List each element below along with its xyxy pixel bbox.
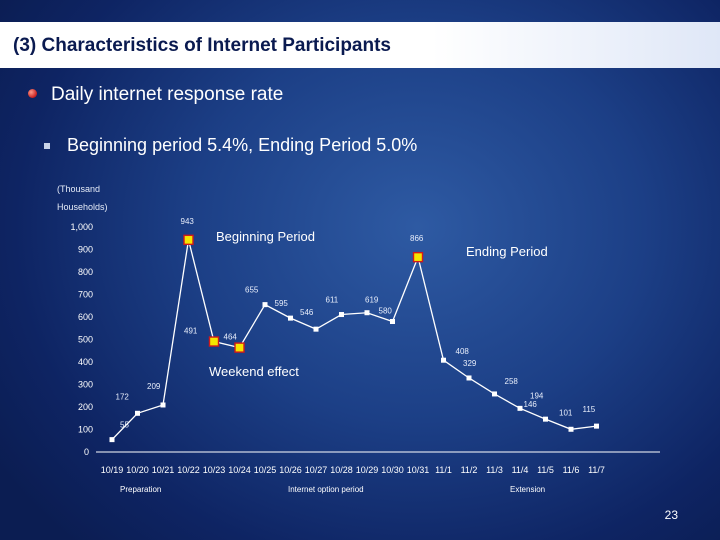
slide-title: (3) Characteristics of Internet Particip… [13,35,391,56]
x-tick-label: 11/5 [537,465,554,475]
data-label: 491 [184,327,198,336]
data-point [390,319,395,324]
data-label: 655 [245,286,259,295]
data-label: 619 [365,296,379,305]
data-label: 611 [326,296,339,305]
x-tick-label: 10/26 [279,465,302,475]
y-tick-label: 400 [78,357,93,367]
x-tick-label: 11/7 [588,465,605,475]
data-point [466,375,472,381]
data-point [594,423,599,429]
data-label: 464 [224,333,238,342]
data-label: 546 [300,308,314,317]
series-line [111,239,597,441]
data-point [313,326,319,332]
data-label: 101 [559,408,573,417]
phase-label-preparation: Preparation [120,485,162,494]
unit-label-line1: (Thousand [57,184,101,194]
data-point-highlighted [208,336,220,347]
x-tick-label: 10/20 [126,465,149,475]
data-point [109,437,115,443]
x-tick-label: 10/25 [254,465,277,475]
data-label: 258 [505,377,519,386]
data-label: 866 [410,234,424,243]
data-point [543,416,548,422]
data-label: 943 [181,217,195,226]
y-tick-label: 700 [78,290,93,300]
data-point-highlighted [412,251,424,263]
data-point [135,410,140,416]
y-tick-label: 900 [78,245,93,255]
y-tick-label: 800 [78,267,93,277]
x-tick-label: 10/21 [152,465,175,475]
data-label: 194 [530,391,544,400]
x-tick-label: 11/3 [486,465,503,475]
data-label: 115 [583,405,596,414]
annotation-ending-period: Ending Period [466,244,548,259]
data-label: 580 [379,307,393,316]
x-tick-label: 10/22 [177,465,200,475]
bullet-line-period-rates: Beginning period 5.4%, Ending Period 5.0… [67,135,418,155]
square-bullet-icon [44,143,50,149]
data-point [492,391,497,397]
y-tick-label: 200 [78,402,93,412]
data-point-highlighted [234,342,245,353]
y-tick-label: 100 [78,425,93,435]
red-bullet-icon [28,89,37,98]
unit-label-line2: Households) [57,202,108,212]
bullet-line-response-rate: Daily internet response rate [51,84,284,105]
y-tick-label: 0 [84,447,89,457]
x-tick-label: 10/31 [407,465,430,475]
data-label: 209 [147,382,161,391]
x-tick-label: 10/19 [101,465,124,475]
x-tick-label: 10/23 [203,465,226,475]
annotation-weekend-effect: Weekend effect [209,364,299,379]
data-label: 408 [456,347,470,356]
x-tick-label: 10/29 [356,465,379,475]
data-point [288,315,293,321]
annotation-beginning-period: Beginning Period [216,229,316,244]
y-tick-label: 600 [78,312,93,322]
x-tick-label: 11/6 [563,465,580,475]
data-point [441,357,446,363]
data-point-highlighted [183,234,194,246]
x-tick-label: 10/28 [330,465,353,475]
x-tick-label: 10/27 [305,465,328,475]
data-label: 55 [120,421,129,430]
data-label: 172 [116,392,130,401]
data-label: 329 [463,359,477,368]
x-tick-label: 10/30 [381,465,404,475]
data-point [339,312,344,318]
x-tick-label: 11/4 [512,465,529,475]
page-number: 23 [664,508,678,522]
data-point [364,310,370,316]
y-tick-label: 1,000 [70,222,93,232]
data-label: 146 [524,400,538,409]
x-tick-label: 11/2 [461,465,478,475]
title-bar [0,22,720,68]
data-label: 595 [275,299,289,308]
data-point [262,302,268,308]
y-tick-label: 300 [78,380,93,390]
y-tick-label: 500 [78,335,93,345]
phase-label-extension: Extension [510,485,546,494]
data-point [517,405,523,411]
x-tick-label: 10/24 [228,465,251,475]
data-point [160,402,166,408]
data-point [568,426,574,432]
x-tick-label: 11/1 [435,465,452,475]
phase-label-option-period: Internet option period [288,485,364,494]
